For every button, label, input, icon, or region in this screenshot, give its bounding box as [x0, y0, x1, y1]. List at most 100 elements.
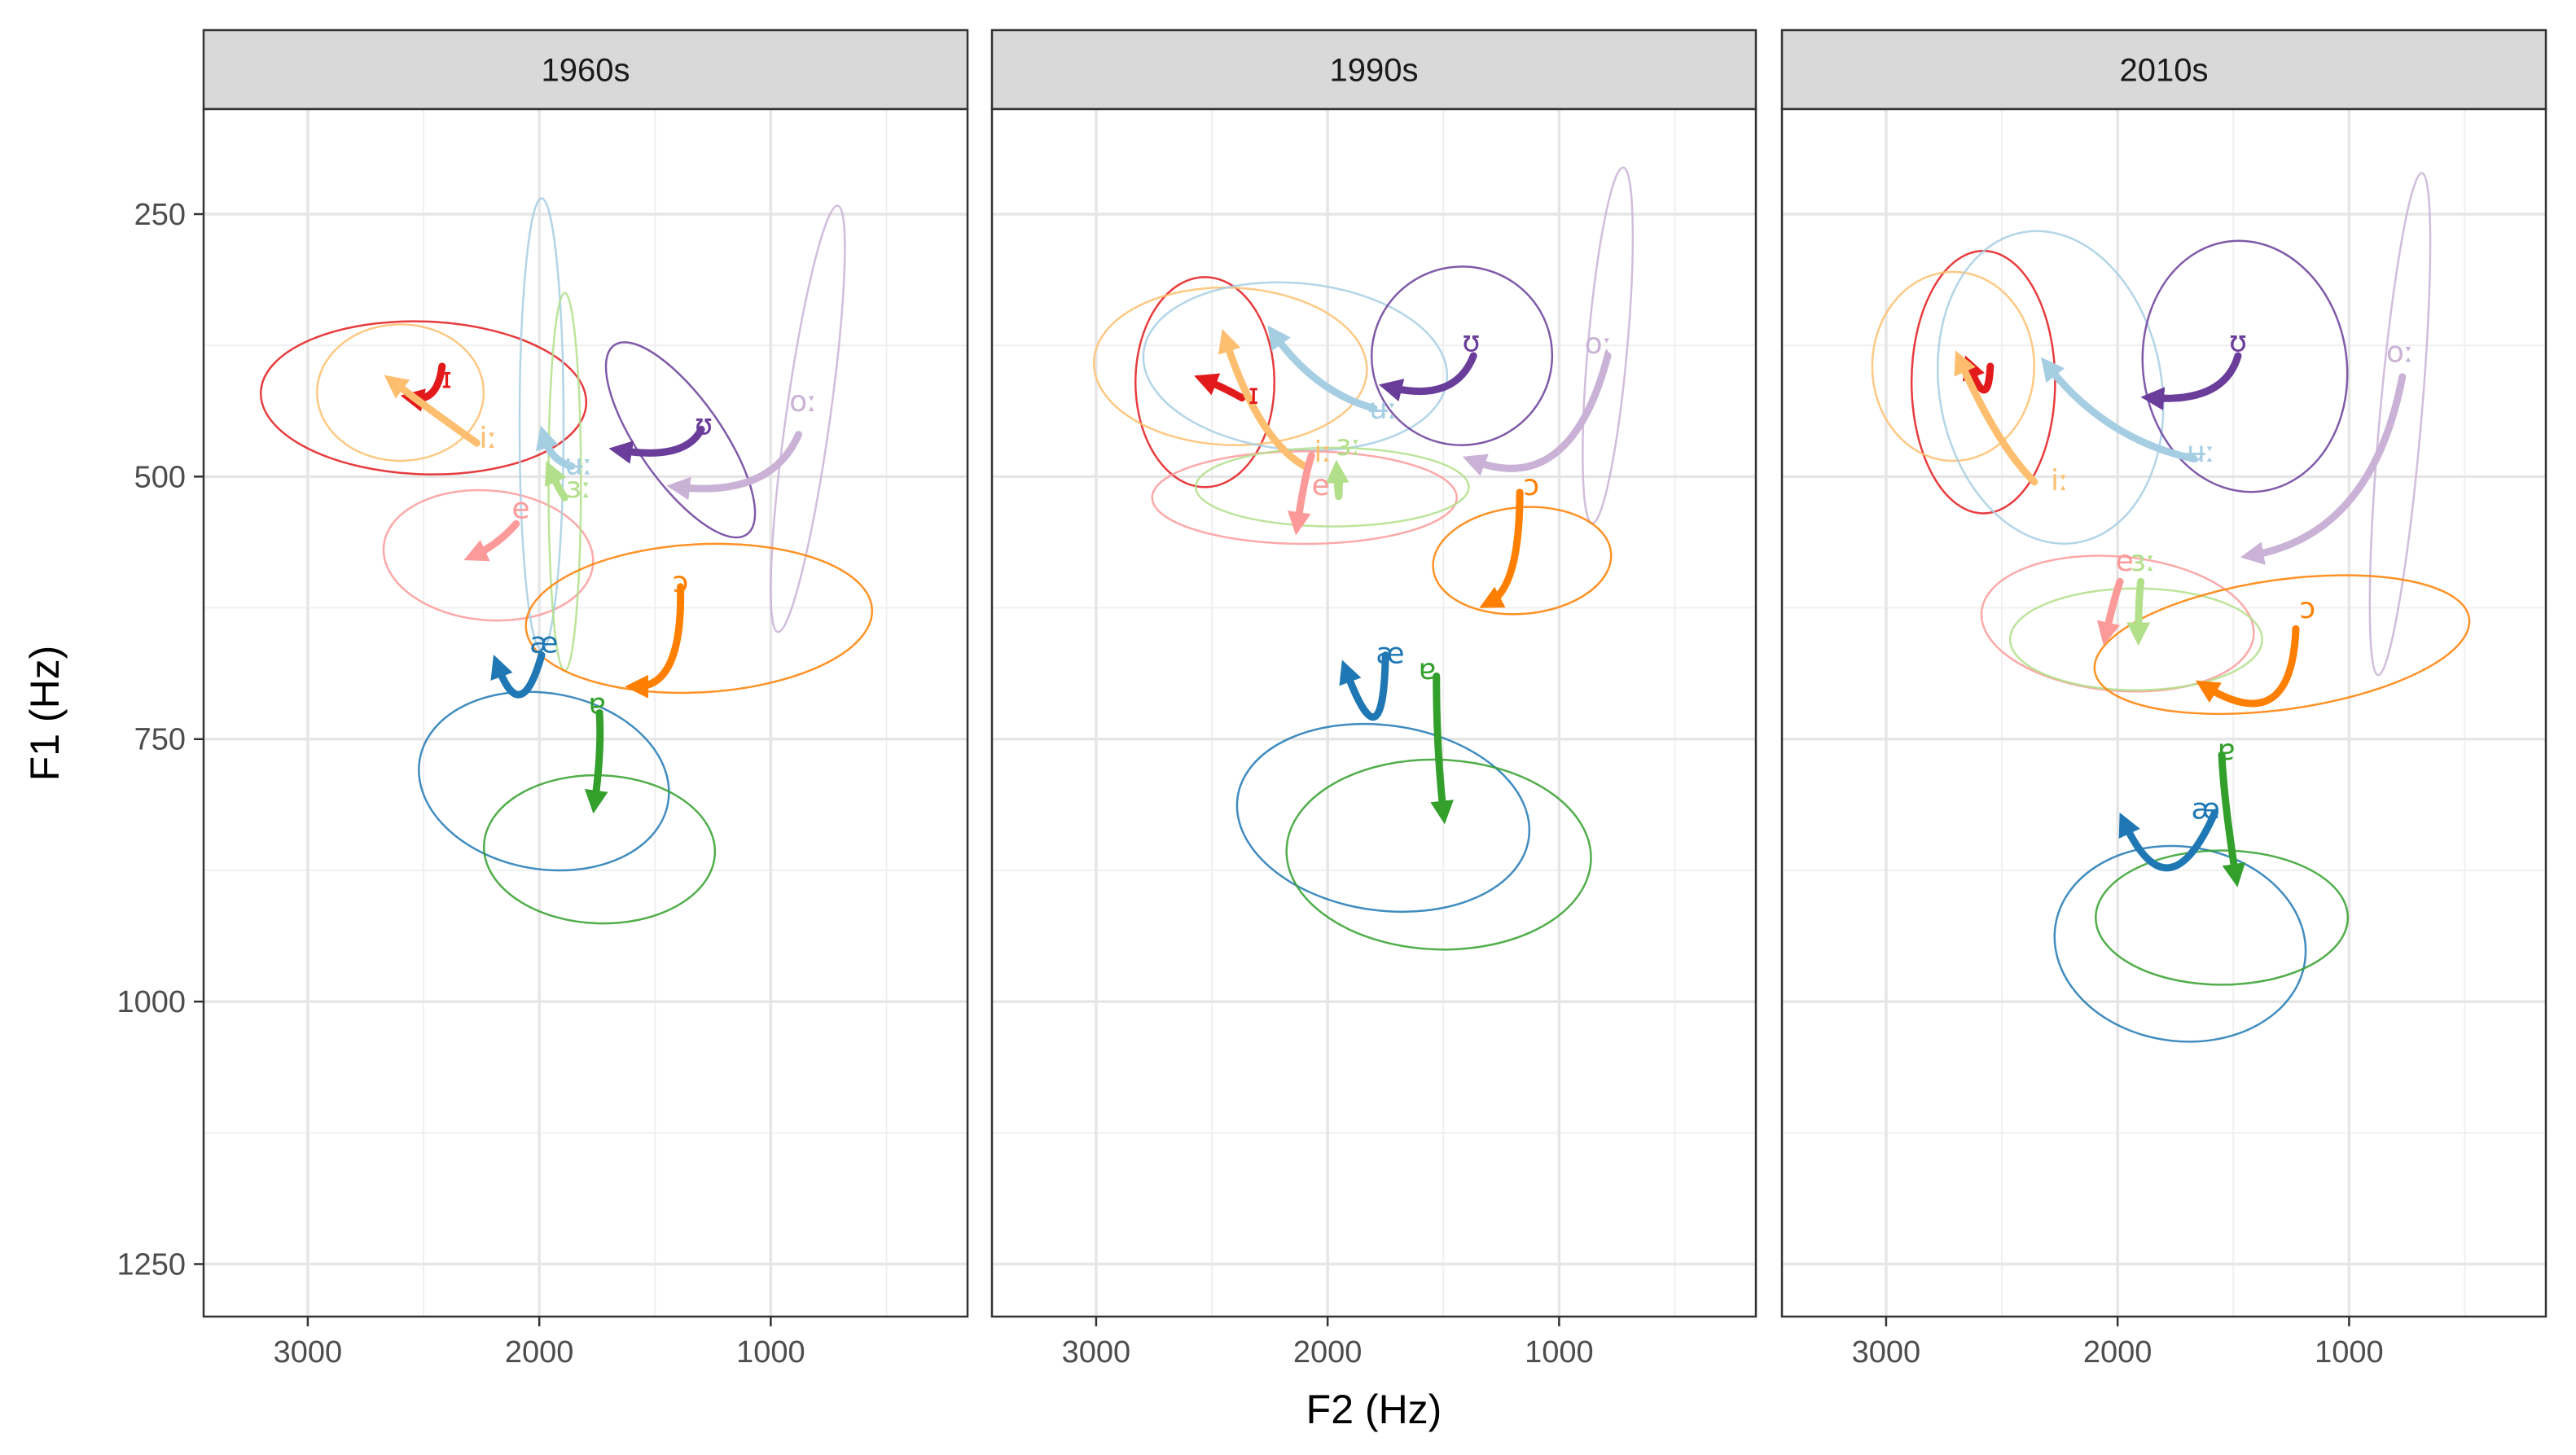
- trajectory-: [2118, 809, 2219, 872]
- trajectory-: [2140, 352, 2242, 411]
- facet-strip-title: 1990s: [1330, 53, 1419, 89]
- trajectory-: [2218, 751, 2246, 887]
- plot-background: [1782, 109, 2546, 1317]
- trajectory-o: [1462, 352, 1612, 476]
- trajectory-: [1339, 651, 1389, 721]
- vowel-label: oː: [789, 385, 817, 419]
- panel-border: [990, 107, 1758, 1318]
- facet-strip-title: 1960s: [542, 53, 630, 89]
- vowel-label: ʉː: [2187, 436, 2215, 469]
- vowel-label: ɜː: [1336, 429, 1361, 462]
- trajectory-: [1378, 352, 1477, 402]
- vowel-label: ɐ: [1419, 653, 1437, 686]
- trajectory-: [1325, 459, 1349, 501]
- vowel-label: ɜː: [2131, 545, 2156, 578]
- ellipse-: [1936, 230, 2165, 545]
- vowel-label: ɔ: [1523, 469, 1539, 502]
- vowel-label: ɐ: [2218, 734, 2236, 767]
- gridlines: [204, 109, 968, 1317]
- trajectory-: [608, 425, 705, 464]
- ellipse-i: [316, 323, 485, 462]
- ellipse-: [2095, 849, 2350, 986]
- ellipse-i: [1092, 286, 1368, 446]
- vowel-label: iː: [2051, 464, 2069, 497]
- trajectory-o: [2240, 373, 2407, 565]
- ellipse-: [1134, 276, 1276, 489]
- trajectory-: [2040, 357, 2198, 462]
- x-tick-label: 1000: [2315, 1335, 2384, 1370]
- trajectory-: [584, 709, 608, 814]
- trajectory-e: [463, 519, 520, 562]
- vowel-label: ɜː: [566, 471, 591, 505]
- y-tick-label: 250: [134, 198, 186, 232]
- trajectory-: [535, 425, 576, 470]
- vowel-label: ʊ: [1462, 326, 1480, 359]
- trajectory-: [625, 583, 685, 699]
- vowel-label: iː: [480, 422, 498, 455]
- vowel-label: ʊ: [695, 408, 713, 441]
- vowel-label: ɐ: [588, 687, 606, 721]
- facet-strip: [202, 28, 969, 111]
- trajectory-: [2195, 625, 2300, 708]
- y-axis-title: F1 (Hz): [22, 646, 68, 782]
- vowel-label: ɪ: [441, 362, 452, 396]
- ellipse-: [1194, 446, 1470, 528]
- gridlines: [992, 109, 1756, 1317]
- vowel-label: æ: [529, 627, 558, 660]
- panel-border: [202, 107, 969, 1318]
- trajectory-: [490, 651, 546, 699]
- x-tick-label: 2000: [2083, 1335, 2153, 1370]
- x-tick-label: 3000: [274, 1335, 343, 1370]
- trajectory-i: [1218, 329, 1309, 470]
- vowel-label: oː: [2386, 335, 2414, 369]
- x-tick-label: 2000: [505, 1335, 574, 1370]
- ellipse-: [2008, 587, 2263, 692]
- vowel-label: ʊ: [2229, 326, 2247, 359]
- ellipse-: [524, 542, 874, 695]
- vowel-label: ɔ: [673, 566, 689, 599]
- trajectory-: [1430, 672, 1455, 825]
- ellipse-i: [1871, 270, 2036, 462]
- facet-strip: [990, 28, 1758, 111]
- y-tick-label: 500: [134, 460, 186, 494]
- data-layer: ɪ ʉː ʊ oː iː ɜːe ɔ æ ɐ: [1092, 166, 1635, 951]
- x-axis-title: F2 (Hz): [1306, 1387, 1442, 1432]
- ellipse-e: [1980, 554, 2255, 693]
- trajectory-e: [2096, 577, 2124, 646]
- x-tick-label: 3000: [1062, 1335, 1131, 1370]
- trajectory-i: [384, 375, 481, 447]
- facet-strip-title: 2010s: [2120, 53, 2209, 89]
- ellipse-: [518, 197, 565, 651]
- facet-panel-2010s: 2010s ʊ oː iː ʉː eɜː ɔ ɐæ 3000 2000 1000: [1780, 28, 2547, 1370]
- trajectory-: [544, 460, 568, 502]
- trajectory-: [2126, 577, 2151, 646]
- trajectory-: [1194, 373, 1246, 402]
- vowel-label: ɔ: [2299, 592, 2315, 625]
- vowel-label: e: [511, 493, 529, 526]
- vowel-label: ʉː: [564, 448, 593, 481]
- panel-border: [1780, 107, 2547, 1318]
- trajectory-e: [1288, 452, 1315, 536]
- ellipse-: [1370, 265, 1554, 446]
- plot-background: [204, 109, 968, 1317]
- x-tick-label: 3000: [1852, 1335, 1921, 1370]
- vowel-label: iː: [1314, 436, 1332, 469]
- data-layer: ʊ oː iː ʉː eɜː ɔ ɐæ: [1871, 172, 2471, 1043]
- ellipse-: [1235, 722, 1531, 914]
- ellipse-: [2141, 239, 2349, 493]
- ellipse-: [2093, 574, 2471, 716]
- x-tick-label: 2000: [1293, 1335, 1363, 1370]
- ellipse-o: [770, 204, 846, 633]
- ellipse-e: [1151, 450, 1458, 546]
- vowel-label: æ: [1376, 638, 1404, 671]
- ellipse-: [604, 341, 757, 539]
- trajectory-: [1479, 489, 1524, 608]
- trajectory-i: [1954, 350, 2038, 486]
- vowel-label: æ: [2191, 792, 2219, 826]
- y-tick-label: 1000: [116, 985, 186, 1019]
- plot-background: [992, 109, 1756, 1317]
- trajectory-: [1267, 325, 1378, 413]
